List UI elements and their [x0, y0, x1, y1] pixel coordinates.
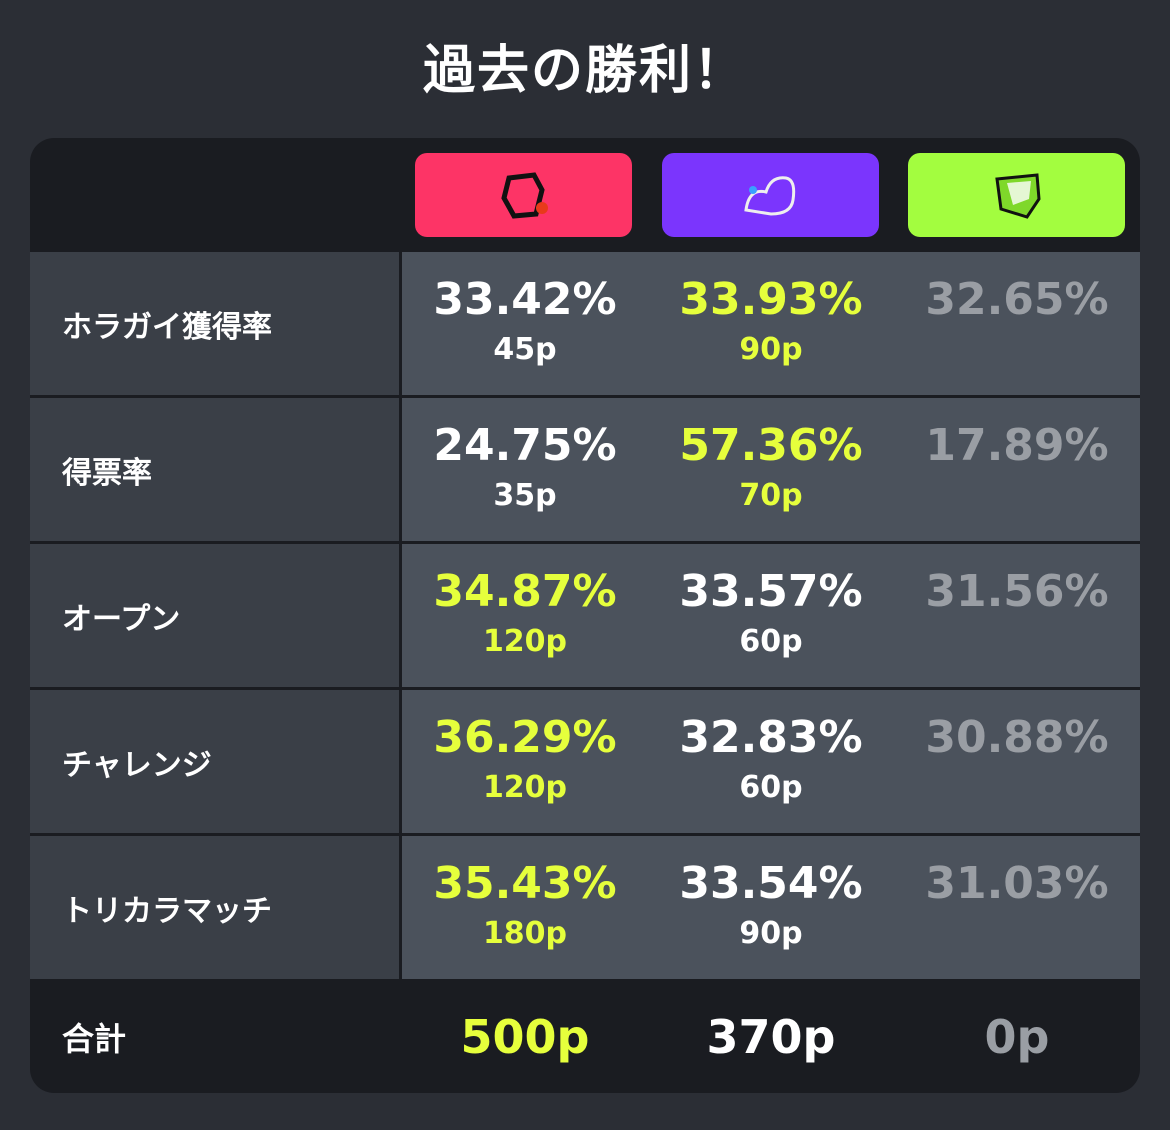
percentage: 36.29%	[433, 712, 617, 763]
row-values: 35.43% 180p 33.54% 90p 31.03%	[402, 836, 1140, 979]
row-values: 33.42% 45p 33.93% 90p 32.65%	[402, 252, 1140, 395]
team-result-cell: 35.43% 180p	[402, 858, 648, 954]
percentage: 24.75%	[433, 420, 617, 471]
points: 120p	[482, 624, 568, 659]
team-header-3	[908, 153, 1125, 237]
percentage: 31.56%	[925, 566, 1109, 617]
table-row: オープン 34.87% 120p 33.57% 60p 31.56%	[30, 544, 1140, 687]
team-header-2	[662, 153, 879, 237]
team-result-cell: 36.29% 120p	[402, 712, 648, 808]
team-alpha-emblem-icon	[500, 172, 548, 219]
percentage: 57.36%	[679, 420, 863, 471]
table-row: チャレンジ 36.29% 120p 32.83% 60p 30.88%	[30, 690, 1140, 833]
total-label: 合計	[62, 1019, 127, 1058]
row-label: ホラガイ獲得率	[30, 252, 399, 395]
team-result-cell: 33.57% 60p	[648, 566, 894, 662]
percentage: 33.54%	[679, 858, 863, 909]
percentage: 35.43%	[433, 858, 617, 909]
points: 180p	[482, 916, 568, 951]
row-label: オープン	[30, 544, 399, 687]
row-label: チャレンジ	[30, 690, 399, 833]
table-row: トリカラマッチ 35.43% 180p 33.54% 90p 31.03%	[30, 836, 1140, 979]
points: 60p	[739, 770, 803, 805]
page-title: 過去の勝利！	[422, 41, 747, 101]
total-value: 370p	[706, 1009, 836, 1064]
team-result-cell: 32.65%	[894, 274, 1140, 330]
percentage: 32.65%	[925, 274, 1109, 325]
total-row: 合計 500p 370p 0p	[30, 980, 1140, 1093]
team-result-cell: 31.56%	[894, 566, 1140, 622]
team-result-cell: 24.75% 35p	[402, 420, 648, 516]
points: 120p	[482, 770, 568, 805]
results-table: ホラガイ獲得率 33.42% 45p 33.93% 90p 32.65% 得票率…	[30, 138, 1140, 1093]
team-result-cell: 34.87% 120p	[402, 566, 648, 662]
total-value: 500p	[460, 1009, 590, 1064]
points: 35p	[493, 478, 557, 513]
points: 45p	[493, 332, 557, 367]
row-label: トリカラマッチ	[30, 836, 399, 979]
team-result-cell: 31.03%	[894, 858, 1140, 914]
team-result-cell: 57.36% 70p	[648, 420, 894, 516]
team-result-cell: 30.88%	[894, 712, 1140, 768]
percentage: 33.93%	[679, 274, 863, 325]
points: 60p	[739, 624, 803, 659]
team-result-cell: 33.93% 90p	[648, 274, 894, 370]
points: 70p	[739, 478, 803, 513]
percentage: 34.87%	[433, 566, 617, 617]
row-values: 24.75% 35p 57.36% 70p 17.89%	[402, 398, 1140, 541]
points: 90p	[739, 332, 803, 367]
row-values: 34.87% 120p 33.57% 60p 31.56%	[402, 544, 1140, 687]
team-bravo-emblem-icon	[743, 176, 795, 216]
percentage: 30.88%	[925, 712, 1109, 763]
percentage: 32.83%	[679, 712, 863, 763]
team-result-cell: 33.42% 45p	[402, 274, 648, 370]
team-result-cell: 33.54% 90p	[648, 858, 894, 954]
percentage: 31.03%	[925, 858, 1109, 909]
percentage: 33.57%	[679, 566, 863, 617]
percentage: 17.89%	[925, 420, 1109, 471]
table-row: ホラガイ獲得率 33.42% 45p 33.93% 90p 32.65%	[30, 252, 1140, 395]
team-header-1	[415, 153, 632, 237]
team-result-cell: 17.89%	[894, 420, 1140, 476]
total-value: 0p	[984, 1009, 1050, 1064]
team-result-cell: 32.83% 60p	[648, 712, 894, 808]
table-row: 得票率 24.75% 35p 57.36% 70p 17.89%	[30, 398, 1140, 541]
percentage: 33.42%	[433, 274, 617, 325]
points: 90p	[739, 916, 803, 951]
row-values: 36.29% 120p 32.83% 60p 30.88%	[402, 690, 1140, 833]
team-charlie-emblem-icon	[994, 173, 1041, 219]
row-label: 得票率	[30, 398, 399, 541]
